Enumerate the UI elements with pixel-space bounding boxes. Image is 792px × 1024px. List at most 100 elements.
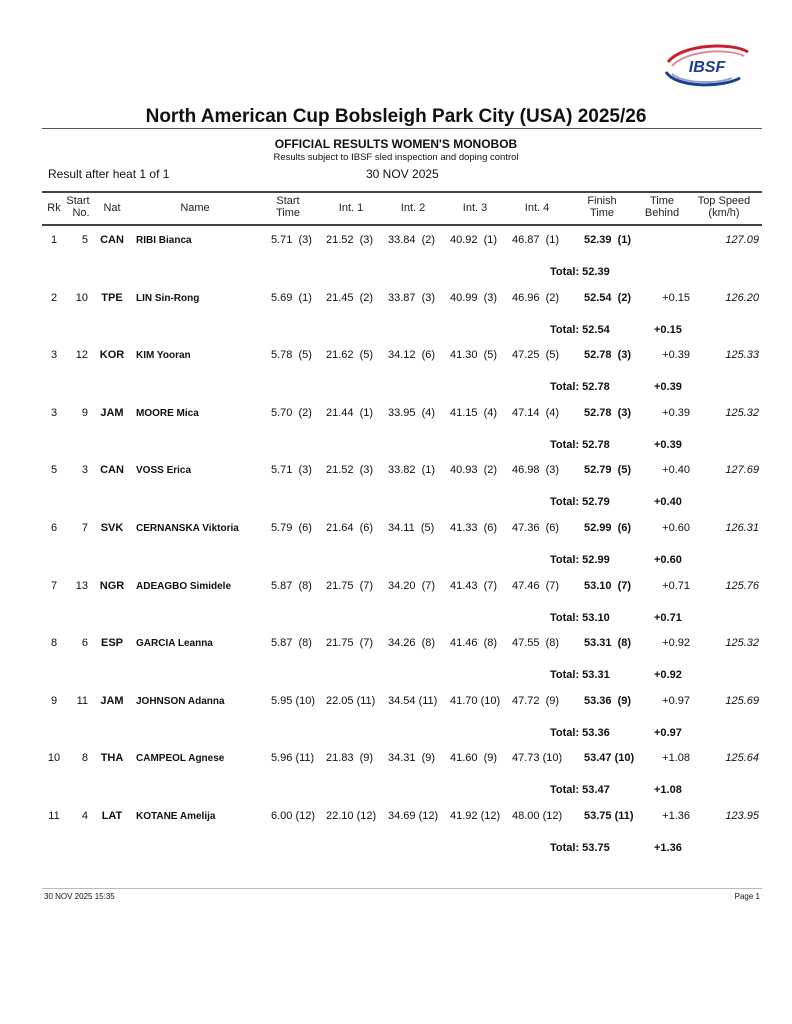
nation: SVK — [100, 521, 124, 534]
finish-time: 52.78 (3) — [584, 406, 632, 419]
start-number: 7 — [81, 521, 88, 534]
intermediate-1: 21.75 (7) — [326, 579, 374, 592]
finish-time: 53.31 (8) — [584, 637, 632, 650]
table-row: 8 6 ESP GARCIA Leanna 5.87 (8) 21.75 (7) 34.26… — [0, 631, 792, 689]
total-time: Total: 52.78 — [550, 381, 610, 394]
nation: CAN — [100, 234, 124, 246]
start-number: 10 — [75, 291, 88, 304]
intermediate-2: 33.84 (2) — [388, 234, 436, 246]
total-time: Total: 52.79 — [550, 496, 610, 509]
svg-text:IBSF: IBSF — [689, 59, 727, 76]
col-start-time-2: Time — [275, 207, 301, 219]
total-behind: +0.39 — [654, 438, 682, 451]
col-nat: Nat — [103, 202, 121, 214]
time-behind: +0.92 — [662, 637, 690, 650]
intermediate-2: 34.11 (5) — [388, 521, 435, 534]
time-behind: +1.36 — [662, 809, 690, 822]
rank: 10 — [47, 752, 61, 765]
total-behind: +0.71 — [654, 611, 682, 624]
rank: 1 — [50, 234, 58, 246]
nation: ESP — [100, 637, 123, 650]
intermediate-4: 47.55 (8) — [512, 637, 560, 650]
intermediate-1: 21.44 (1) — [326, 406, 374, 419]
intermediate-3: 41.60 (9) — [450, 752, 498, 765]
total-time: Total: 53.31 — [550, 669, 610, 682]
top-speed: 125.32 — [725, 637, 759, 650]
col-start-time: Start Time — [268, 195, 308, 219]
top-speed: 125.64 — [725, 752, 759, 765]
athlete-name: KOTANE Amelija — [136, 810, 216, 822]
finish-time: 53.36 (9) — [584, 694, 632, 707]
time-behind: +0.39 — [662, 349, 690, 362]
results-subtitle: OFFICIAL RESULTS WOMEN'S MONOBOB — [274, 137, 518, 151]
total-behind: +0.97 — [654, 726, 682, 739]
intermediate-2: 33.82 (1) — [388, 464, 436, 477]
total-time: Total: 52.54 — [550, 323, 610, 336]
col-start-time-1: Start — [276, 195, 300, 207]
time-behind: +0.60 — [662, 521, 690, 534]
top-speed: 127.69 — [725, 464, 759, 477]
start-time: 5.69 (1) — [271, 291, 312, 304]
start-number: 5 — [81, 234, 88, 246]
top-speed: 125.76 — [725, 579, 759, 592]
col-int2: Int. 2 — [400, 202, 426, 214]
nation: TPE — [101, 291, 123, 304]
page-title: North American Cup Bobsleigh Park City (… — [145, 106, 647, 127]
intermediate-2: 34.54 (11) — [388, 694, 438, 707]
total-behind: +1.36 — [654, 841, 682, 854]
col-name: Name — [180, 202, 210, 214]
table-row: 9 11 JAM JOHNSON Adanna 5.95 (10) 22.05 (11) 3… — [0, 689, 792, 747]
intermediate-1: 21.52 (3) — [326, 464, 374, 477]
race-date: 30 NOV 2025 — [366, 167, 439, 181]
total-time: Total: 53.36 — [550, 726, 610, 739]
total-time: Total: 53.75 — [550, 841, 610, 854]
start-time: 5.87 (8) — [271, 579, 312, 592]
top-speed: 125.69 — [725, 694, 759, 707]
finish-time: 53.47 (10) — [584, 752, 635, 765]
divider — [42, 224, 762, 226]
intermediate-1: 22.10 (12) — [326, 809, 377, 822]
rank: 5 — [50, 464, 58, 477]
col-behind-2: Behind — [644, 207, 680, 219]
col-behind-1: Time — [649, 195, 675, 207]
table-row: 7 13 NGR ADEAGBO Simidele 5.87 (8) 21.75 (7) 3… — [0, 574, 792, 632]
nation: NGR — [99, 579, 125, 592]
col-start-no: Start No. — [64, 195, 92, 219]
intermediate-1: 22.05 (11) — [326, 694, 376, 707]
start-number: 6 — [81, 637, 88, 650]
time-behind: +0.71 — [662, 579, 690, 592]
divider — [42, 191, 762, 193]
nation: JAM — [100, 406, 124, 419]
athlete-name: GARCIA Leanna — [136, 638, 213, 650]
col-start-no-2: No. — [72, 207, 90, 219]
intermediate-3: 40.99 (3) — [450, 291, 498, 304]
finish-time: 52.99 (6) — [584, 521, 632, 534]
start-number: 8 — [81, 752, 88, 765]
intermediate-2: 33.87 (3) — [388, 291, 436, 304]
finish-time: 53.75 (11) — [584, 809, 634, 822]
heat-info: Result after heat 1 of 1 — [48, 167, 170, 181]
table-row: 1 5 CAN RIBI Bianca 5.71 (3) 21.52 (3) 33.84 (… — [0, 228, 792, 286]
col-rk: Rk — [47, 202, 61, 214]
intermediate-4: 47.46 (7) — [512, 579, 560, 592]
rank: 3 — [50, 349, 58, 362]
intermediate-3: 41.30 (5) — [450, 349, 498, 362]
rank: 11 — [48, 809, 60, 822]
table-row: 10 8 THA CAMPEOL Agnese 5.96 (11) 21.83 (9) 34… — [0, 746, 792, 804]
nation: CAN — [100, 464, 124, 477]
start-time: 5.87 (8) — [271, 637, 312, 650]
table-row: 5 3 CAN VOSS Erica 5.71 (3) 21.52 (3) 33.82 (1… — [0, 458, 792, 516]
intermediate-1: 21.45 (2) — [326, 291, 374, 304]
athlete-name: RIBI Bianca — [136, 235, 192, 246]
total-time: Total: 53.47 — [550, 784, 610, 797]
ibsf-logo: IBSF — [664, 44, 749, 87]
intermediate-3: 40.93 (2) — [450, 464, 498, 477]
table-row: 3 12 KOR KIM Yooran 5.78 (5) 21.62 (5) 34.12 (… — [0, 343, 792, 401]
top-speed: 125.32 — [725, 406, 759, 419]
start-number: 9 — [81, 406, 88, 419]
athlete-name: KIM Yooran — [136, 350, 191, 362]
intermediate-4: 47.14 (4) — [512, 406, 560, 419]
time-behind: +1.08 — [662, 752, 690, 765]
total-time: Total: 52.99 — [550, 553, 610, 566]
finish-time: 52.54 (2) — [584, 291, 632, 304]
